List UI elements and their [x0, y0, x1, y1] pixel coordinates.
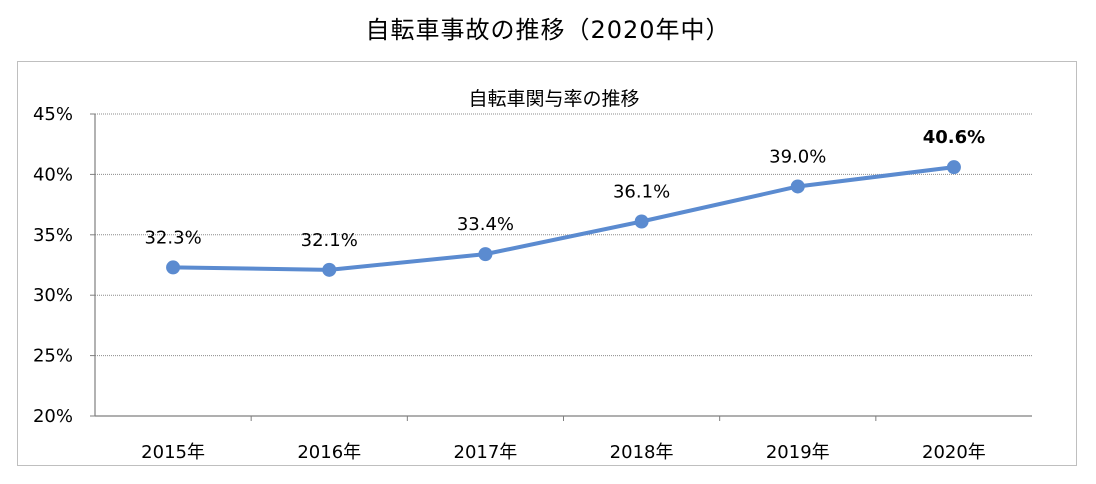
y-tick-label: 25% [33, 346, 73, 367]
y-tick-label: 40% [33, 164, 73, 185]
data-point [322, 262, 337, 277]
data-label: 33.4% [457, 214, 514, 235]
y-axis-ticks: 20% 25% 30% 35% 40% 45% [33, 104, 73, 427]
x-tick-label: 2015年 [141, 442, 205, 463]
gridlines [95, 113, 1032, 357]
chart-title: 自転車関与率の推移 [468, 88, 639, 110]
y-tick-label: 30% [33, 285, 73, 306]
data-label: 40.6% [923, 127, 985, 148]
data-point [634, 214, 649, 229]
x-tick-label: 2018年 [610, 442, 674, 463]
data-label: 32.3% [144, 227, 201, 248]
series-layer [166, 160, 961, 277]
x-tick-label: 2019年 [766, 442, 830, 463]
data-label: 36.1% [613, 182, 670, 203]
x-axis-ticks: 2015年 2016年 2017年 2018年 2019年 2020年 [141, 442, 986, 463]
x-tick-label: 2020年 [922, 442, 986, 463]
axes [90, 113, 1032, 421]
x-tick-label: 2017年 [454, 442, 518, 463]
chart-frame [17, 61, 1077, 466]
data-point [166, 260, 181, 275]
series-line [171, 165, 956, 272]
y-tick-label: 35% [33, 225, 73, 246]
data-label: 39.0% [769, 146, 826, 167]
page-title: 自転車事故の推移（2020年中） [365, 16, 731, 44]
x-tick-label: 2016年 [297, 442, 361, 463]
data-point [946, 160, 961, 175]
data-point [478, 247, 493, 262]
y-tick-label: 20% [33, 406, 73, 427]
y-tick-label: 45% [33, 104, 73, 125]
data-label: 32.1% [301, 230, 358, 251]
data-labels: 32.3% 32.1% 33.4% 36.1% 39.0% 40.6% [144, 127, 985, 251]
data-point [790, 179, 805, 194]
